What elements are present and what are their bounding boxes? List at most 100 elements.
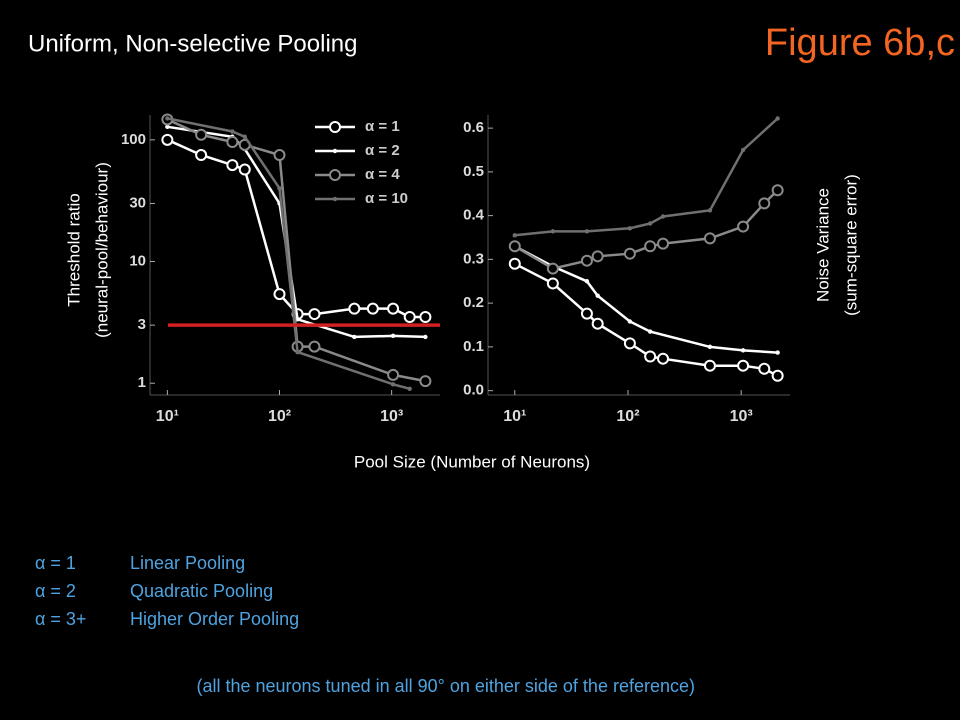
x-tick-label: 10¹ (156, 408, 179, 425)
data-point (657, 352, 670, 365)
data-point (419, 375, 432, 388)
data-point (512, 233, 517, 238)
data-point (627, 226, 633, 231)
data-point (580, 254, 593, 267)
data-point (580, 307, 593, 320)
legend-label: α = 10 (365, 190, 408, 207)
footnote: (all the neurons tuned in all 90° on eit… (196, 676, 695, 696)
data-point (387, 302, 400, 315)
data-point (623, 247, 636, 260)
data-point (277, 186, 282, 191)
data-point (407, 386, 412, 391)
definition-text: Linear Pooling (130, 553, 245, 573)
y-tick-label: 0.5 (463, 163, 484, 180)
legend-marker (329, 121, 341, 133)
y-axis-label: Threshold ratio (64, 193, 83, 306)
legend-label: α = 1 (365, 118, 400, 135)
x-tick-label: 10² (268, 408, 291, 425)
data-point (195, 128, 208, 141)
y-tick-label: 10 (129, 252, 146, 269)
figure-label: Figure 6b,c (765, 22, 955, 64)
data-point (737, 359, 750, 372)
data-point (775, 116, 780, 121)
data-point (403, 311, 416, 324)
data-point (707, 208, 713, 213)
legend-marker (329, 169, 341, 181)
data-point (161, 133, 174, 146)
data-point (390, 333, 396, 339)
data-point (647, 221, 653, 226)
data-point (623, 337, 636, 350)
x-tick-label: 10¹ (503, 408, 526, 425)
data-point (348, 302, 361, 315)
data-point (644, 350, 657, 363)
data-point (508, 240, 521, 253)
data-point (352, 334, 357, 340)
y-tick-label: 0.2 (463, 294, 484, 311)
y-axis-label: (sum-square error) (841, 174, 860, 316)
data-point (238, 163, 251, 176)
data-point (195, 149, 208, 162)
data-point (591, 317, 604, 330)
data-point (740, 348, 746, 353)
data-point (295, 317, 300, 322)
y-tick-label: 100 (121, 131, 146, 148)
data-point (273, 288, 286, 301)
data-point (657, 237, 670, 250)
data-point (703, 359, 716, 372)
definition-term: α = 2 (35, 581, 76, 601)
data-point (660, 214, 666, 219)
data-point (771, 369, 784, 382)
x-axis-label: Pool Size (Number of Neurons) (354, 452, 590, 471)
y-tick-label: 3 (138, 316, 146, 333)
data-point (546, 277, 559, 290)
data-point (226, 159, 239, 172)
data-point (740, 147, 746, 153)
data-point (703, 232, 716, 245)
data-point (419, 311, 432, 324)
y-tick-label: 0.1 (463, 338, 484, 355)
data-point (584, 229, 590, 234)
y-axis-label: Noise Variance (813, 188, 832, 302)
definition-term: α = 3+ (35, 609, 86, 629)
data-point (230, 129, 235, 134)
y-tick-label: 1 (138, 374, 146, 391)
x-tick-label: 10³ (730, 408, 753, 425)
legend-label: α = 4 (365, 166, 400, 183)
y-axis-label: (neural-pool/behaviour) (92, 162, 111, 338)
data-point (387, 368, 400, 381)
data-point (546, 262, 559, 275)
data-point (165, 124, 170, 129)
data-point (595, 293, 600, 298)
data-point (758, 197, 771, 210)
data-point (308, 308, 321, 321)
data-point (242, 134, 247, 139)
data-point (390, 382, 396, 387)
y-tick-label: 30 (129, 194, 146, 211)
x-tick-label: 10² (616, 408, 639, 425)
data-point (737, 220, 750, 233)
data-point (707, 344, 713, 350)
y-tick-label: 0.6 (463, 119, 484, 136)
definition-text: Higher Order Pooling (130, 609, 299, 629)
definition-term: α = 1 (35, 553, 76, 573)
y-tick-label: 0.0 (463, 382, 484, 399)
data-point (627, 319, 633, 324)
legend-label: α = 2 (365, 142, 400, 159)
legend-marker (332, 148, 338, 154)
data-point (647, 329, 653, 334)
data-point (771, 184, 784, 197)
y-tick-label: 0.4 (463, 207, 485, 224)
legend-marker (332, 196, 338, 202)
data-point (226, 135, 239, 148)
data-point (591, 250, 604, 263)
data-point (584, 279, 590, 284)
data-point (423, 334, 428, 340)
data-point (165, 116, 170, 121)
data-point (295, 349, 300, 355)
data-point (273, 149, 286, 162)
data-point (550, 229, 556, 234)
definition-text: Quadratic Pooling (130, 581, 273, 601)
